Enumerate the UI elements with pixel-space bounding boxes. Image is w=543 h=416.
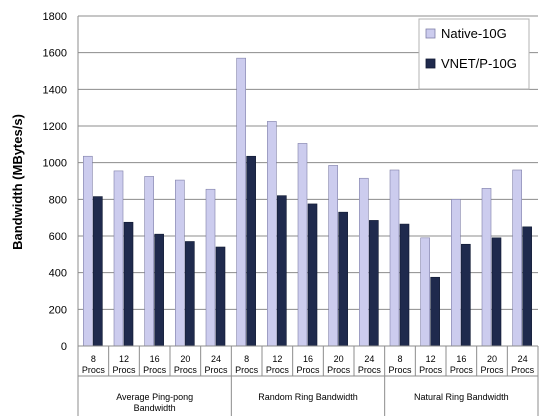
bar-native-10g (359, 177, 369, 347)
bar-native-10g (297, 143, 308, 347)
bar-native-10g (451, 199, 461, 347)
bar-native-10g (83, 155, 93, 347)
y-tick-label: 0 (61, 341, 67, 353)
y-tick-label: 600 (49, 231, 67, 243)
bar-vnet-p-10g (522, 226, 532, 347)
bar-native-10g (113, 170, 124, 347)
x-tick-label: 16 (150, 354, 160, 364)
y-tick-label: 1800 (43, 11, 67, 23)
y-tick-label: 1000 (43, 158, 67, 170)
x-tick-label: 20 (180, 354, 190, 364)
bar-vnet-p-10g (93, 196, 103, 347)
y-tick-label: 400 (49, 268, 67, 280)
bar-vnet-p-10g (307, 203, 318, 347)
legend: Native-10G VNET/P-10G (418, 18, 530, 90)
legend-swatch (425, 28, 436, 39)
x-tick-label: 8 (397, 354, 402, 364)
bar-native-10g (512, 169, 522, 347)
x-tick-label: Procs (358, 365, 382, 375)
x-axis: 8Procs12Procs16Procs20Procs24Procs8Procs… (77, 345, 539, 416)
y-axis: 0 200 400 600 800 1000 1200 1400 1600 1800 (43, 11, 79, 353)
bar-vnet-p-10g (123, 221, 134, 347)
bar-vnet-p-10g (430, 276, 440, 347)
bar-native-10g (481, 188, 492, 347)
y-tick-label: 1200 (43, 121, 67, 133)
bar-vnet-p-10g (277, 195, 287, 347)
x-tick-label: Procs (266, 365, 290, 375)
x-tick-label: Procs (511, 365, 535, 375)
legend-label: VNET/P-10G (441, 56, 517, 71)
legend-swatch (425, 58, 436, 69)
bar-vnet-p-10g (338, 211, 348, 347)
x-tick-label: Procs (480, 365, 504, 375)
x-tick-label: 24 (518, 354, 528, 364)
legend-label: Native-10G (441, 26, 507, 41)
x-tick-label: Procs (296, 365, 320, 375)
bar-vnet-p-10g (399, 223, 410, 347)
x-tick-label: 16 (456, 354, 466, 364)
x-tick-label: Procs (388, 365, 412, 375)
x-tick-label: Procs (143, 365, 167, 375)
group-label: Average Ping-pong Bandwidth (116, 392, 193, 413)
bars (83, 57, 532, 347)
bar-native-10g (144, 176, 154, 347)
x-tick-label: Procs (82, 365, 106, 375)
bar-vnet-p-10g (491, 237, 502, 347)
y-tick-label: 1400 (43, 84, 67, 96)
bar-native-10g (205, 188, 216, 347)
x-tick-label: Procs (235, 365, 259, 375)
bar-vnet-p-10g (246, 155, 256, 347)
x-tick-label: 20 (334, 354, 344, 364)
group-label: Natural Ring Bandwidth (414, 392, 509, 402)
x-tick-label: Procs (327, 365, 351, 375)
x-tick-label: Procs (112, 365, 136, 375)
x-tick-label: Procs (419, 365, 443, 375)
x-tick-label: 12 (272, 354, 282, 364)
x-tick-label: Procs (174, 365, 198, 375)
x-tick-label: Procs (450, 365, 474, 375)
x-tick-label: 12 (426, 354, 436, 364)
bar-native-10g (389, 169, 400, 347)
x-tick-label: 24 (211, 354, 221, 364)
x-tick-label: 16 (303, 354, 313, 364)
bar-native-10g (420, 237, 430, 347)
x-tick-label: 12 (119, 354, 129, 364)
y-axis-label: Bandwidth (MBytes/s) (10, 114, 25, 250)
bar-vnet-p-10g (185, 241, 195, 347)
bar-vnet-p-10g (154, 233, 164, 347)
x-tick-label: 8 (91, 354, 96, 364)
bar-native-10g (175, 179, 185, 347)
x-tick-label: Procs (204, 365, 228, 375)
x-tick-label: 24 (364, 354, 374, 364)
y-tick-label: 200 (49, 304, 67, 316)
bar-native-10g (328, 165, 338, 347)
x-tick-label: 20 (487, 354, 497, 364)
group-label: Random Ring Bandwidth (258, 392, 358, 402)
legend-box (418, 18, 530, 90)
y-tick-label: 1600 (43, 48, 67, 60)
bar-vnet-p-10g (215, 246, 226, 347)
bar-native-10g (267, 121, 277, 347)
x-tick-label: 8 (244, 354, 249, 364)
bar-vnet-p-10g (369, 220, 379, 347)
bar-native-10g (236, 57, 246, 347)
y-tick-label: 800 (49, 194, 67, 206)
bar-vnet-p-10g (461, 243, 471, 347)
